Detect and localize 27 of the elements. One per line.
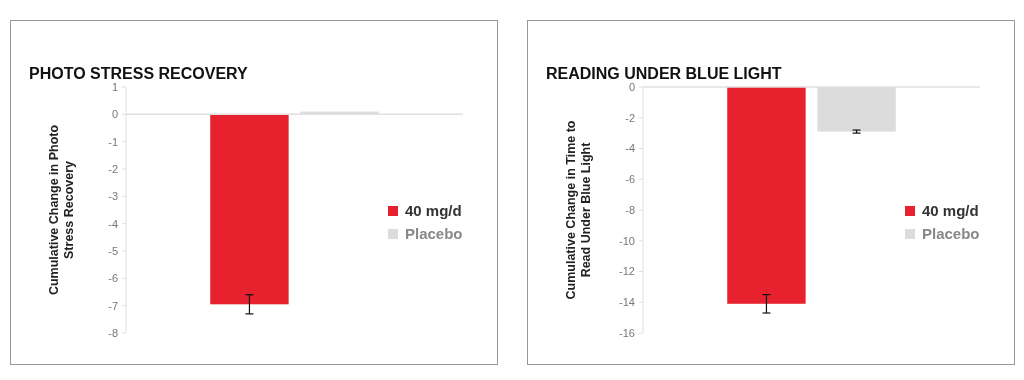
y-tick-label: 0 <box>111 108 118 121</box>
y-tick-label: -5 <box>108 244 118 257</box>
y-tick-label: -12 <box>619 265 635 278</box>
y-tick-label: -4 <box>625 142 635 155</box>
y-axis-title: Cumulative Change in Photo Stress Recovery <box>46 124 76 296</box>
y-tick-label: -4 <box>108 217 118 230</box>
chart-title: PHOTO STRESS RECOVERY <box>29 65 249 82</box>
y-tick-label: 1 <box>111 80 118 93</box>
y-tick-label: -8 <box>108 326 118 339</box>
legend-label: 40 mg/d <box>922 202 979 220</box>
y-tick-label: -3 <box>108 190 118 203</box>
y-tick-label: -16 <box>619 326 635 339</box>
y-tick-label: -7 <box>108 299 118 312</box>
y-tick-label: -1 <box>108 135 118 148</box>
legend-label: Placebo <box>922 225 980 243</box>
y-tick-label: -6 <box>108 272 118 285</box>
y-tick-label: -2 <box>108 162 118 175</box>
y-tick-label: -6 <box>625 173 635 186</box>
legend-label: 40 mg/d <box>405 202 462 220</box>
chart-title: READING UNDER BLUE LIGHT <box>546 65 782 82</box>
y-axis-title: Cumulative Change in Time to Read Under Blue Light <box>563 120 593 300</box>
y-tick-label: -2 <box>625 111 635 124</box>
y-tick-label: 0 <box>628 80 635 93</box>
y-tick-label: -10 <box>619 234 635 247</box>
legend-label: Placebo <box>405 225 463 243</box>
y-tick-label: -8 <box>625 203 635 216</box>
y-tick-label: -14 <box>619 296 635 309</box>
